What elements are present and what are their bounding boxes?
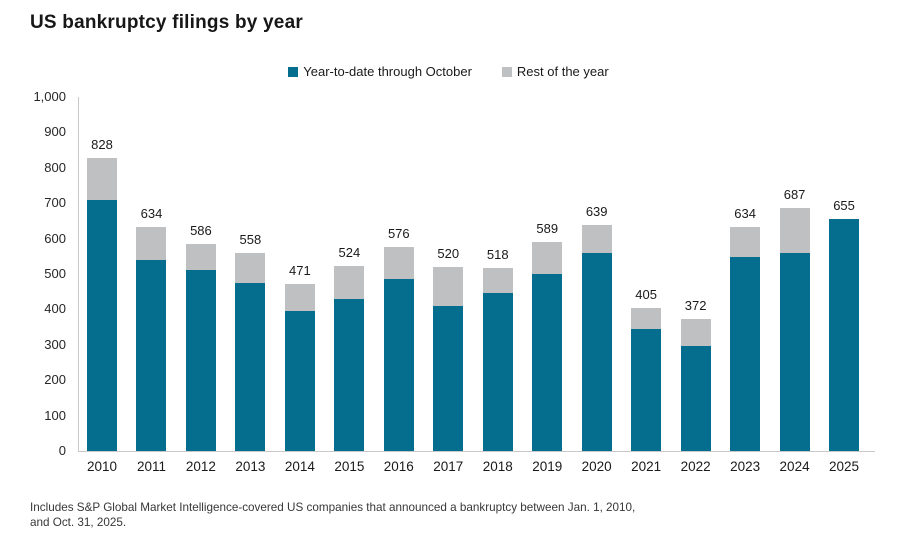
chart-title: US bankruptcy filings by year [30,12,303,33]
bar-segment-rest-2019 [532,242,563,274]
bar-total-label-2025: 655 [833,198,855,214]
y-axis-tick-label: 700 [44,195,66,211]
bar-segment-ytd-2010 [87,199,117,451]
x-axis-label-2011: 2011 [136,459,166,474]
bar-segment-rest-2010 [87,157,117,200]
bar-total-label-2018: 518 [486,246,509,262]
x-axis-label-2010: 2010 [86,459,118,474]
x-axis-label-2012: 2012 [185,459,216,474]
x-axis-label-2015: 2015 [334,459,365,474]
bar-total-label-2016: 576 [387,226,410,242]
y-axis-tick-label: 900 [44,124,66,140]
x-axis-label-2018: 2018 [482,459,513,474]
bar-segment-ytd-2017 [433,305,464,451]
x-axis-label-2019: 2019 [532,459,563,474]
bar-total-label-2021: 405 [635,286,657,302]
bar-segment-ytd-2015 [334,299,365,451]
bar-total-label-2023: 634 [734,205,756,221]
x-axis-label-2013: 2013 [235,459,266,474]
bar-segment-ytd-2014 [284,311,315,451]
bar-total-label-2014: 471 [289,263,311,279]
bar-segment-rest-2015 [334,265,365,300]
bar-segment-ytd-2012 [185,270,216,451]
bar-total-label-2010: 828 [91,136,113,152]
bar-segment-rest-2022 [680,319,711,347]
x-axis-label-2023: 2023 [730,459,761,474]
chart-footnote: Includes S&P Global Market Intelligence-… [30,500,860,530]
footnote-line-1: Includes S&P Global Market Intelligence-… [30,501,636,514]
bar-segment-rest-2018 [482,267,513,294]
x-axis-label-2017: 2017 [433,459,464,474]
bar-total-label-2020: 639 [585,203,608,219]
bar-segment-rest-2011 [136,226,167,260]
footnote-line-2: and Oct. 31, 2025. [30,516,127,529]
bar-segment-rest-2013 [235,253,266,283]
legend-label-ytd: Year-to-date through October [303,64,472,79]
x-axis-line [78,451,875,452]
y-axis-tick-label: 300 [44,336,66,352]
bar-segment-rest-2012 [185,243,216,271]
legend-swatch-ytd-icon [288,66,299,77]
legend-swatch-rest-icon [501,66,512,77]
bar-segment-rest-2020 [581,224,612,253]
bar-segment-ytd-2024 [779,253,810,451]
bar-total-label-2012: 586 [190,222,212,238]
y-axis-tick-label: 600 [44,230,66,246]
bar-total-label-2011: 634 [140,205,163,221]
y-axis-tick-label: 0 [58,443,66,458]
legend-item-rest: Rest of the year [501,64,609,79]
bar-segment-ytd-2025 [829,219,860,451]
bar-total-label-2024: 687 [783,186,806,202]
y-axis-tick-label: 800 [44,159,66,175]
x-axis-label-2016: 2016 [383,459,414,474]
legend-label-rest: Rest of the year [516,64,609,79]
bar-segment-ytd-2020 [581,252,612,451]
bar-total-label-2013: 558 [239,232,262,248]
y-axis-tick-label: 400 [44,301,66,317]
y-axis-tick-label: 500 [44,266,66,281]
legend-item-ytd: Year-to-date through October [288,64,472,79]
bar-segment-ytd-2019 [532,274,563,451]
y-axis-tick-label: 200 [44,372,66,388]
x-axis-label-2014: 2014 [284,459,315,474]
y-axis-line [78,97,79,451]
bar-segment-rest-2023 [730,226,761,258]
bar-segment-ytd-2022 [680,346,711,451]
bar-segment-ytd-2018 [482,293,513,451]
bar-segment-ytd-2021 [631,328,662,451]
x-axis-label-2024: 2024 [779,459,810,474]
bar-segment-rest-2014 [284,284,315,312]
y-axis-tick-label: 1,000 [33,89,66,104]
bar-segment-rest-2016 [383,247,414,279]
bar-total-label-2022: 372 [684,298,707,314]
bar-segment-rest-2021 [631,307,662,329]
bar-segment-ytd-2016 [383,278,414,451]
y-axis-tick-label: 100 [44,407,66,423]
bar-total-label-2019: 589 [536,221,559,237]
bar-segment-ytd-2023 [730,257,761,451]
bar-segment-rest-2024 [779,207,810,254]
x-axis-label-2021: 2021 [631,459,662,474]
bar-total-label-2015: 524 [338,244,361,260]
bar-segment-ytd-2011 [136,259,167,451]
bar-segment-rest-2017 [433,266,464,306]
x-axis-label-2022: 2022 [680,459,711,474]
chart-legend: Year-to-date through October Rest of the… [0,64,897,79]
bar-segment-ytd-2013 [235,282,266,451]
x-axis-label-2025: 2025 [829,459,860,474]
bar-total-label-2017: 520 [437,245,460,261]
x-axis-label-2020: 2020 [581,459,612,474]
